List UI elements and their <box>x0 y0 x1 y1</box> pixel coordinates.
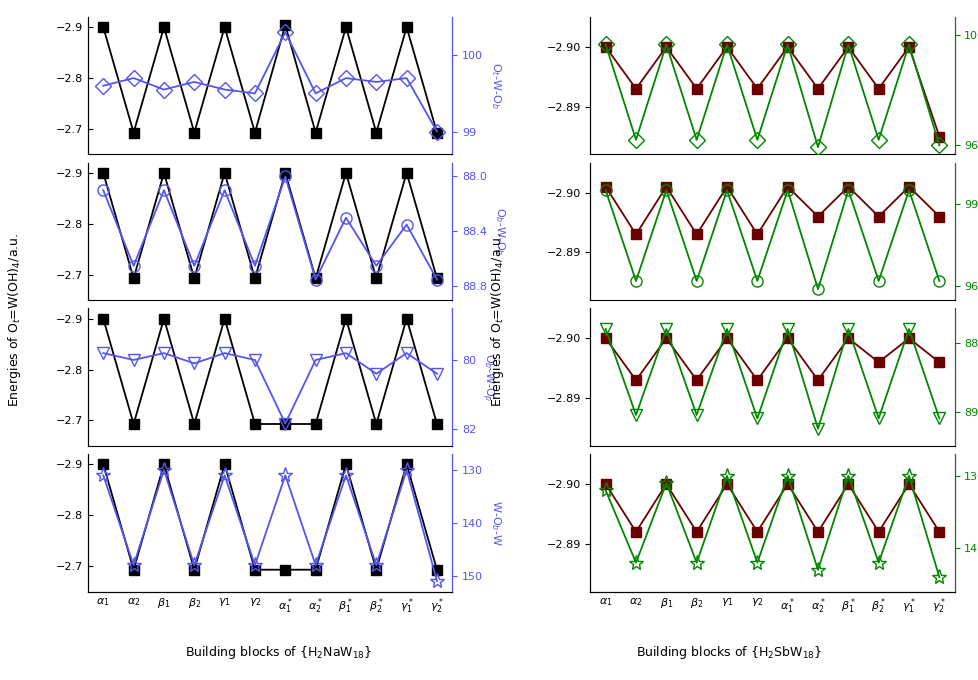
Text: Building blocks of {H$_2$NaW$_{18}$}: Building blocks of {H$_2$NaW$_{18}$} <box>185 645 373 661</box>
Y-axis label: O$_b$-W-O$_p$: O$_b$-W-O$_p$ <box>478 353 495 401</box>
Text: Energies of O$_t$=W(OH)$_4$/a.u.: Energies of O$_t$=W(OH)$_4$/a.u. <box>6 233 23 407</box>
Y-axis label: W-O$_b$-W: W-O$_b$-W <box>488 500 502 546</box>
Y-axis label: O$_t$-W-O$_b$: O$_t$-W-O$_b$ <box>488 63 502 109</box>
Text: Energies of O$_t$=W(OH)$_4$/a.u.: Energies of O$_t$=W(OH)$_4$/a.u. <box>488 233 506 407</box>
Y-axis label: O$_b$-W-O$_b$: O$_b$-W-O$_b$ <box>492 207 506 256</box>
Text: Building blocks of {H$_2$SbW$_{18}$}: Building blocks of {H$_2$SbW$_{18}$} <box>636 645 822 661</box>
